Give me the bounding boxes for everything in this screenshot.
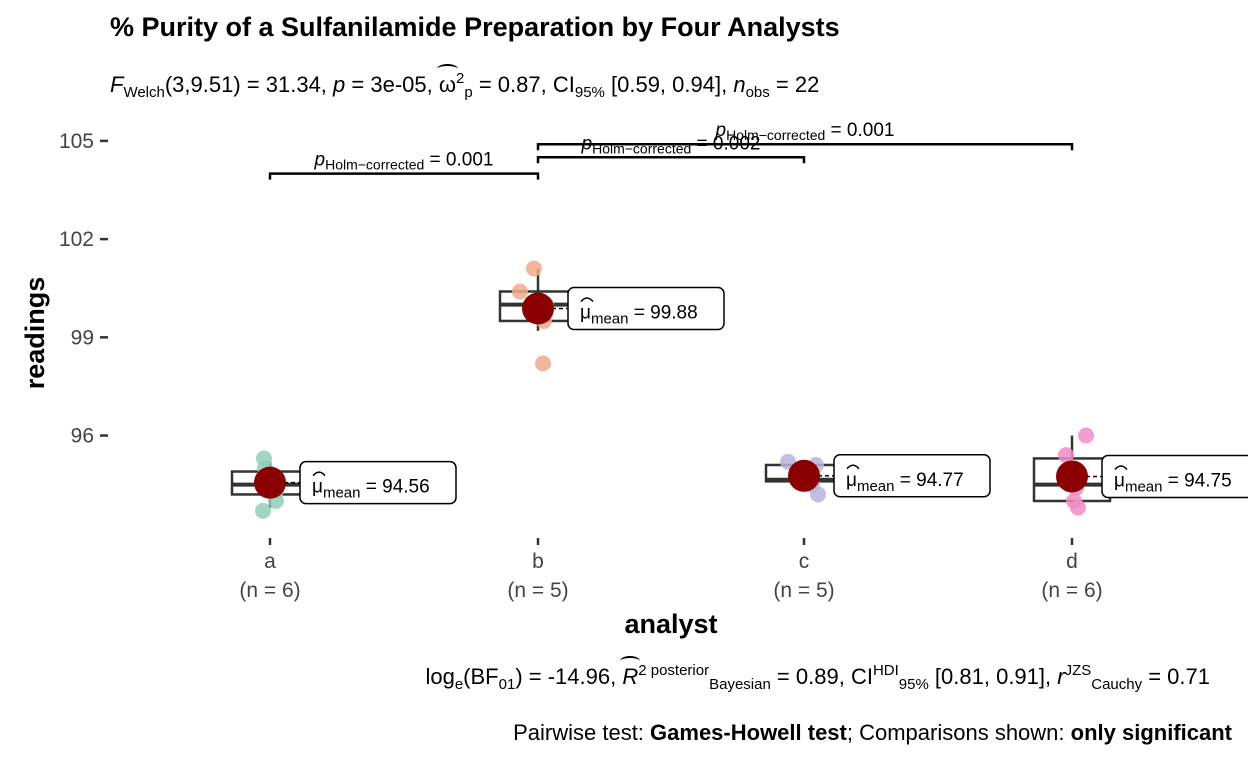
mean-label-box (833, 454, 991, 498)
mean-point (254, 466, 286, 499)
mean-label-text: μmean = 94.56 (312, 477, 430, 502)
x-group-count-label: (n = 5) (507, 579, 568, 602)
hat-accent (580, 297, 594, 303)
bracket-line (536, 156, 806, 164)
x-tick-label: d (1066, 550, 1078, 573)
y-tick-label: 96 (71, 425, 94, 448)
hat-accent (846, 464, 860, 470)
data-point (1078, 427, 1094, 444)
mean-point (788, 459, 820, 492)
hat-accent (312, 471, 326, 477)
bracket-p-label: pHolm−corrected = 0.001 (314, 150, 494, 173)
bracket-p-label: pHolm−corrected = 0.001 (715, 120, 895, 143)
x-axis-title: analyst (624, 609, 717, 639)
bayesian-stats-caption: loge(BF01) = -14.96, R2 posteriorBayesia… (425, 656, 1210, 693)
mean-label-text: μmean = 94.75 (1114, 470, 1232, 495)
data-point (535, 355, 551, 372)
mean-label-box (1101, 454, 1248, 499)
data-point (1058, 447, 1074, 464)
pairwise-test-caption: Pairwise test: Games-Howell test; Compar… (513, 720, 1232, 745)
mean-label-b: μmean = 99.88 (567, 286, 725, 331)
x-group-count-label: (n = 6) (239, 579, 300, 602)
comparison-bracket-a-b: pHolm−corrected = 0.001 (268, 150, 540, 180)
x-group-count-label: (n = 6) (1041, 579, 1102, 602)
x-group-count-label: (n = 5) (773, 579, 834, 602)
data-point (1070, 499, 1086, 516)
mean-label-d: μmean = 94.75 (1101, 454, 1248, 499)
y-tick-label: 102 (59, 228, 94, 251)
data-point (512, 283, 528, 300)
y-axis-title: readings (20, 277, 50, 390)
mean-label-box (567, 286, 725, 331)
bracket-line (268, 172, 540, 180)
chart-title: % Purity of a Sulfanilamide Preparation … (110, 12, 840, 42)
x-tick-label: c (799, 550, 810, 573)
hat-accent (1114, 465, 1128, 470)
y-tick-label: 105 (59, 130, 94, 153)
x-tick-label: b (532, 550, 544, 573)
mean-point (1056, 460, 1088, 493)
mean-point (522, 292, 554, 325)
comparison-bracket-b-d: pHolm−corrected = 0.001 (536, 120, 1074, 151)
mean-label-a: μmean = 94.56 (299, 460, 457, 505)
data-point (810, 486, 826, 503)
bracket-line (536, 142, 1074, 151)
x-tick-label: a (264, 550, 276, 573)
mean-label-box (299, 460, 457, 505)
data-point (526, 260, 542, 277)
mean-label-text: μmean = 94.77 (846, 470, 964, 495)
mean-label-text: μmean = 99.88 (580, 303, 698, 328)
y-tick-label: 99 (71, 326, 94, 349)
frequentist-stats-subtitle: FWelch(3,9.51) = 31.34, p = 3e-05, ω2p =… (110, 64, 820, 101)
data-point (255, 502, 271, 519)
mean-label-c: μmean = 94.77 (833, 454, 991, 498)
